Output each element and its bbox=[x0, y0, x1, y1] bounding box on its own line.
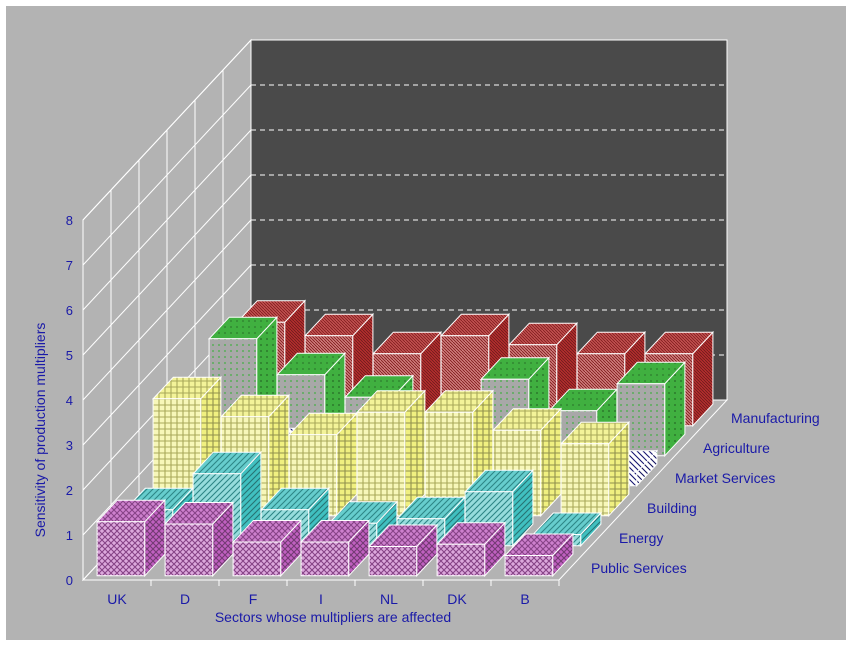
z-tick-label: 4 bbox=[66, 393, 73, 408]
z-tick-label: 2 bbox=[66, 483, 73, 498]
bar-public-services-dk bbox=[435, 521, 507, 578]
chart-labels: 0 1 2 3 4 5 6 7 8 UK D F I NL DK B Public Services Energy… bbox=[32, 213, 820, 625]
bar-public-services-f bbox=[231, 519, 303, 578]
x-axis-title: Sectors whose multipliers are affected bbox=[215, 609, 451, 625]
series-label: Public Services bbox=[591, 560, 687, 576]
z-tick-label: 3 bbox=[66, 438, 73, 453]
x-tick-label: UK bbox=[107, 591, 127, 607]
bar-public-services-b bbox=[503, 532, 575, 578]
z-tick-label: 8 bbox=[66, 213, 73, 228]
z-tick-label: 0 bbox=[66, 573, 73, 588]
chart-bars bbox=[95, 299, 715, 578]
z-tick-label: 5 bbox=[66, 348, 73, 363]
bar-public-services-nl bbox=[367, 523, 439, 578]
series-label: Manufacturing bbox=[731, 410, 820, 426]
x-tick-label: B bbox=[520, 591, 529, 607]
series-label: Building bbox=[647, 500, 697, 516]
x-tick-label: F bbox=[249, 591, 258, 607]
x-tick-label: NL bbox=[380, 591, 398, 607]
x-tick-label: DK bbox=[447, 591, 467, 607]
bar-public-services-uk bbox=[95, 498, 167, 578]
bar-building-i bbox=[355, 389, 427, 518]
bar-public-services-d bbox=[163, 501, 235, 578]
bar-public-services-i bbox=[299, 519, 371, 578]
bar-building-b bbox=[559, 420, 631, 518]
bar-building-nl bbox=[423, 389, 495, 518]
series-label: Energy bbox=[619, 530, 663, 546]
series-label: Agriculture bbox=[703, 440, 770, 456]
x-tick-label: I bbox=[319, 591, 323, 607]
bar-agriculture-b bbox=[615, 360, 687, 458]
z-tick-label: 1 bbox=[66, 528, 73, 543]
series-label: Market Services bbox=[675, 470, 775, 486]
x-tick-label: D bbox=[180, 591, 190, 607]
z-tick-label: 7 bbox=[66, 258, 73, 273]
z-tick-label: 6 bbox=[66, 303, 73, 318]
z-axis-title: Sensitivity of production multipliers bbox=[32, 323, 48, 538]
